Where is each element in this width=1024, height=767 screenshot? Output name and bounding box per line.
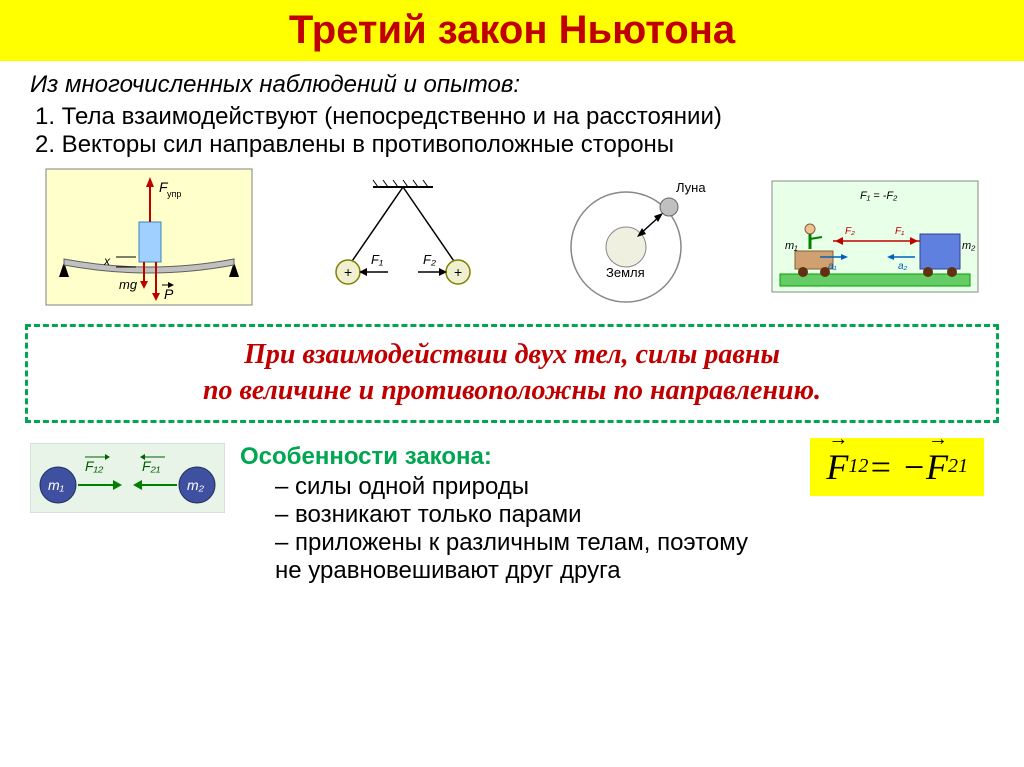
svg-text:F₂₁: F₂₁ [142,458,161,474]
svg-text:F₂: F₂ [423,252,436,267]
bottom-section: m₁ m₂ F₁₂ F₂₁ Особенности закона: – силы… [0,433,1024,595]
svg-text:m₂: m₂ [962,240,976,252]
svg-text:Земля: Земля [606,265,645,280]
svg-text:m₁: m₁ [48,477,65,493]
svg-text:F₂: F₂ [845,226,855,237]
svg-text:mg: mg [119,277,138,292]
intro-heading: Из многочисленных наблюдений и опытов: [30,71,994,99]
svg-text:F₁ = -F₂: F₁ = -F₂ [860,190,898,202]
main-formula: F12 = − F21 [810,438,984,496]
svg-text:+: + [454,264,462,280]
beam-diagram: x F упр mg P [44,167,254,307]
law-line-1: При взаимодействии двух тел, силы равны [244,339,780,370]
law-statement-box: При взаимодействии двух тел, силы равны … [25,324,999,423]
formula-F1: F [826,446,848,488]
pendulum-diagram: + + F₁ F₂ [303,172,503,302]
carts-diagram: m₁ m₂ F₂ F₁ a₁ a₂ F₁ = -F₂ [770,179,980,294]
formula-equals: = − [868,446,926,488]
title-bar: Третий закон Ньютона [0,0,1024,61]
intro-item-2: 2. Векторы сил направлены в противополож… [30,131,994,159]
svg-text:Луна: Луна [676,180,706,195]
feature-2: – возникают только парами [240,501,994,529]
feature-4: не уравновешивают друг друга [240,557,994,585]
svg-text:a₁: a₁ [828,261,837,272]
svg-text:P: P [164,286,174,302]
diagrams-row: x F упр mg P [0,164,1024,314]
small-formula-diagram: m₁ m₂ F₁₂ F₂₁ [30,443,225,585]
svg-text:m₂: m₂ [187,477,205,493]
svg-text:F₁₂: F₁₂ [85,458,104,474]
feature-3: – приложены к различным телам, поэтому [240,529,994,557]
svg-text:x: x [103,254,111,268]
svg-text:a₂: a₂ [898,261,908,272]
svg-text:+: + [344,264,352,280]
intro-item-1: 1. Тела взаимодействуют (непосредственно… [30,103,994,131]
formula-F2: F [926,446,948,488]
svg-text:упр: упр [167,189,181,199]
earth-moon-diagram: Земля Луна [551,167,721,307]
svg-text:m₁: m₁ [785,240,798,252]
svg-text:F₁: F₁ [371,252,383,267]
intro-section: Из многочисленных наблюдений и опытов: 1… [0,61,1024,164]
svg-text:F₁: F₁ [895,226,904,237]
slide-title: Третий закон Ньютона [0,8,1024,53]
law-line-2: по величине и противоположны по направле… [203,375,821,406]
